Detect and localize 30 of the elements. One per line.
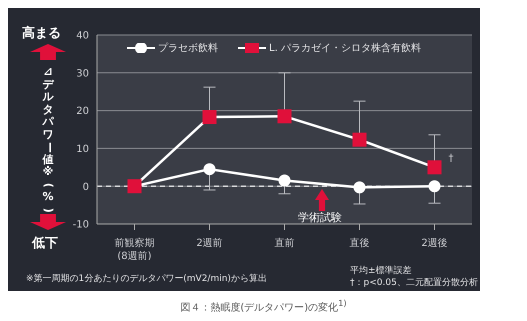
x-tick-label: 2週前 [196, 237, 223, 249]
x-tick-label: 直前 [274, 237, 294, 249]
y-tick-label: 0 [82, 182, 89, 193]
x-tick-label: 2週後 [421, 237, 448, 249]
point [352, 132, 366, 147]
y-tick-label: 40 [76, 30, 89, 42]
point [428, 180, 440, 192]
y-tick-label: 20 [76, 106, 89, 118]
text: 平均±標準誤差 [350, 264, 412, 277]
legend-label: プラセボ飲料 [158, 42, 218, 55]
annotation: 学術試験 [298, 210, 342, 226]
y-tick-label: 10 [76, 144, 89, 155]
legend-label: L. パラカゼイ・シロタ株含有飲料 [269, 42, 421, 55]
text: 図４：熱眠度(デルタパワー)の変化$^{1)}$ [179, 298, 348, 314]
point [354, 181, 366, 194]
point [204, 163, 216, 176]
text: †：p<0.05、二元配置分散分析 [350, 276, 478, 289]
x-tick-label: 直後 [350, 237, 370, 249]
text: 高まる [22, 24, 61, 42]
text: 低下 [32, 235, 58, 252]
point [278, 109, 292, 124]
y-tick-label: 30 [76, 68, 89, 80]
x-tick-label: 前観察期 (8週前) [114, 237, 154, 262]
point [428, 160, 442, 174]
y-tick-label: -10 [72, 220, 89, 231]
text: ※第一周期の1分あたりのデルタパワー(mV2/min)から算出 [26, 272, 267, 285]
point [278, 174, 290, 187]
annotation: † [448, 153, 454, 164]
text: ⊿デルタパワー値※(%) [42, 65, 56, 212]
point [202, 110, 216, 124]
